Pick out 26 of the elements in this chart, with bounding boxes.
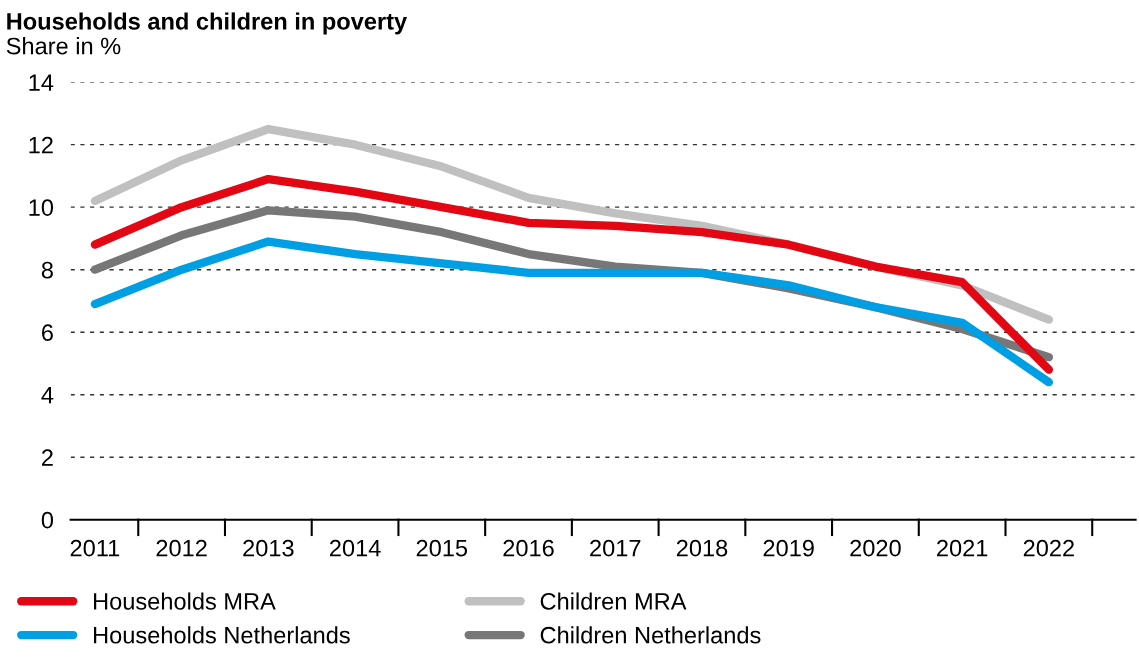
y-tick-label: 10 <box>29 199 54 216</box>
x-tick-label: 2015 <box>416 539 468 557</box>
x-tick-label: 2011 <box>70 539 120 557</box>
x-tick-label: 2019 <box>763 539 814 557</box>
legend-label: Households Netherlands <box>94 626 350 644</box>
x-tick-label: 2016 <box>503 539 554 557</box>
legend-label: Children MRA <box>540 592 687 610</box>
y-tick-label: 8 <box>41 261 53 279</box>
x-tick-label: 2018 <box>676 539 728 557</box>
x-tick-label: 2017 <box>590 539 641 557</box>
y-tick-label: 6 <box>42 324 53 341</box>
chart-subtitle: Share in % <box>6 37 121 55</box>
x-tick-label: 2014 <box>330 539 381 557</box>
y-tick-label: 14 <box>29 74 54 91</box>
y-tick-label: 2 <box>42 449 53 466</box>
chart-title: Households and children in poverty <box>7 12 408 35</box>
y-tick-label: 4 <box>41 387 54 404</box>
x-tick-label: 2012 <box>156 539 207 557</box>
y-tick-label: 12 <box>29 136 53 154</box>
legend-label: Households MRA <box>94 592 276 610</box>
x-tick-label: 2020 <box>850 539 901 557</box>
x-tick-label: 2021 <box>937 539 988 557</box>
x-tick-label: 2013 <box>243 539 294 557</box>
x-tick-label: 2022 <box>1023 539 1074 557</box>
y-tick-label: 0 <box>41 511 54 529</box>
legend-label: Children Netherlands <box>540 626 761 644</box>
